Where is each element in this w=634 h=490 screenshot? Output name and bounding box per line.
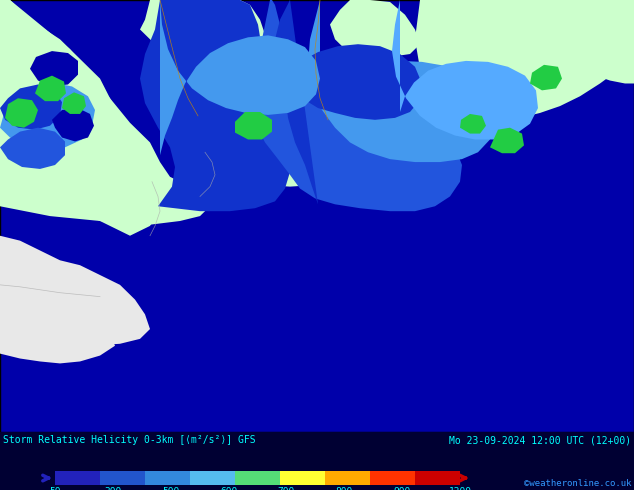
Polygon shape — [0, 82, 95, 149]
Polygon shape — [392, 0, 538, 140]
Polygon shape — [530, 65, 562, 90]
Text: 1200: 1200 — [448, 487, 472, 490]
FancyBboxPatch shape — [325, 471, 370, 485]
Polygon shape — [52, 108, 94, 142]
Polygon shape — [0, 0, 210, 226]
Text: 700: 700 — [278, 487, 295, 490]
Polygon shape — [140, 0, 265, 61]
Text: 800: 800 — [335, 487, 353, 490]
Polygon shape — [252, 0, 462, 211]
Polygon shape — [415, 0, 634, 120]
Text: ©weatheronline.co.uk: ©weatheronline.co.uk — [524, 479, 631, 488]
FancyBboxPatch shape — [415, 471, 460, 485]
Polygon shape — [160, 0, 320, 155]
Polygon shape — [275, 0, 422, 204]
Polygon shape — [62, 92, 86, 114]
Text: 600: 600 — [220, 487, 237, 490]
Text: 500: 500 — [162, 487, 179, 490]
FancyBboxPatch shape — [280, 471, 325, 485]
FancyBboxPatch shape — [0, 0, 634, 432]
Polygon shape — [140, 0, 290, 211]
FancyBboxPatch shape — [235, 471, 280, 485]
Polygon shape — [5, 98, 38, 128]
Polygon shape — [235, 112, 272, 140]
FancyBboxPatch shape — [145, 471, 190, 485]
FancyBboxPatch shape — [55, 471, 100, 485]
Text: 300: 300 — [104, 487, 122, 490]
Polygon shape — [0, 0, 170, 236]
Text: Mo 23-09-2024 12:00 UTC (12+00): Mo 23-09-2024 12:00 UTC (12+00) — [449, 435, 631, 445]
Polygon shape — [0, 255, 115, 364]
Polygon shape — [330, 0, 420, 57]
FancyBboxPatch shape — [190, 471, 235, 485]
Polygon shape — [30, 51, 78, 86]
Polygon shape — [555, 0, 634, 83]
FancyBboxPatch shape — [370, 471, 415, 485]
Polygon shape — [0, 128, 65, 169]
Polygon shape — [220, 126, 430, 187]
Polygon shape — [490, 128, 524, 153]
Polygon shape — [0, 84, 62, 130]
Text: Storm Relative Helicity 0-3km [⟨m²/s²⟩] GFS: Storm Relative Helicity 0-3km [⟨m²/s²⟩] … — [3, 435, 256, 445]
Polygon shape — [308, 0, 495, 162]
Polygon shape — [460, 114, 486, 134]
FancyBboxPatch shape — [100, 471, 145, 485]
Polygon shape — [35, 75, 66, 101]
Text: 50: 50 — [49, 487, 61, 490]
Polygon shape — [0, 236, 150, 346]
Text: 900: 900 — [394, 487, 411, 490]
